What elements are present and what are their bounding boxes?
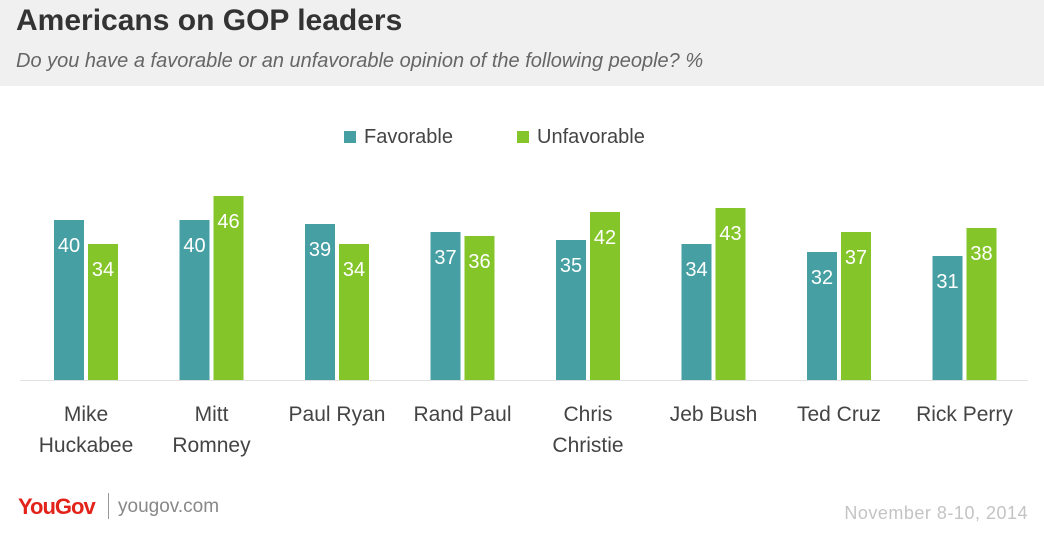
bar-unfavorable [590, 212, 620, 380]
legend-swatch-favorable [344, 131, 356, 143]
data-label-unfavorable: 34 [92, 259, 114, 281]
bar-unfavorable [715, 208, 746, 380]
legend-label-unfavorable: Unfavorable [537, 126, 645, 148]
bar-chart: Favorable Unfavorable 40 34 Mike Huckabee 40 46… [20, 126, 1028, 457]
category-label: Chris [563, 403, 612, 426]
survey-date: November 8-10, 2014 [844, 503, 1028, 523]
footer-divider [108, 493, 109, 519]
category-label: Rick Perry [916, 403, 1013, 426]
bar-favorable [305, 224, 335, 380]
data-label-unfavorable: 37 [845, 247, 867, 269]
data-label-favorable: 39 [309, 239, 331, 261]
category-label: Paul Ryan [289, 403, 386, 426]
footer-url: yougov.com [118, 496, 220, 517]
header: Americans on GOP leaders Do you have a f… [0, 0, 1044, 86]
bar-unfavorable [88, 244, 118, 380]
data-label-favorable: 34 [685, 259, 707, 281]
data-label-favorable: 32 [811, 267, 833, 289]
data-label-unfavorable: 42 [594, 227, 616, 249]
bar-favorable [179, 220, 210, 380]
bar-favorable [807, 252, 837, 380]
legend-swatch-unfavorable [517, 131, 529, 143]
bar-favorable [54, 220, 84, 380]
category-label: Huckabee [39, 434, 134, 457]
data-label-favorable: 40 [183, 235, 205, 257]
bar-unfavorable [339, 244, 369, 380]
data-label-favorable: 31 [936, 271, 958, 293]
chart-title: Americans on GOP leaders [16, 4, 403, 37]
legend-label-favorable: Favorable [364, 126, 453, 148]
bar-favorable [430, 232, 461, 380]
category-label: Mike [64, 403, 108, 426]
data-label-favorable: 40 [58, 235, 80, 257]
data-label-unfavorable: 36 [468, 251, 490, 273]
category-label: Christie [552, 434, 623, 457]
data-label-unfavorable: 34 [343, 259, 365, 281]
bar-favorable [556, 240, 586, 380]
data-label-unfavorable: 46 [217, 211, 239, 233]
data-label-favorable: 35 [560, 255, 582, 277]
chart-subtitle: Do you have a favorable or an unfavorabl… [16, 50, 704, 72]
category-label: Rand Paul [413, 403, 511, 426]
bar-unfavorable [213, 196, 244, 380]
bar-unfavorable [966, 228, 997, 380]
bar-favorable [932, 256, 963, 380]
bar-favorable [681, 244, 712, 380]
data-label-unfavorable: 38 [970, 243, 992, 265]
data-label-favorable: 37 [434, 247, 456, 269]
category-label: Mitt [195, 403, 229, 426]
bar-unfavorable [841, 232, 871, 380]
category-label: Romney [172, 434, 251, 457]
data-label-unfavorable: 43 [719, 223, 741, 245]
category-label: Jeb Bush [670, 403, 758, 426]
category-label: Ted Cruz [797, 403, 881, 426]
yougov-logo: YouGov [18, 494, 96, 519]
bar-unfavorable [464, 236, 495, 380]
